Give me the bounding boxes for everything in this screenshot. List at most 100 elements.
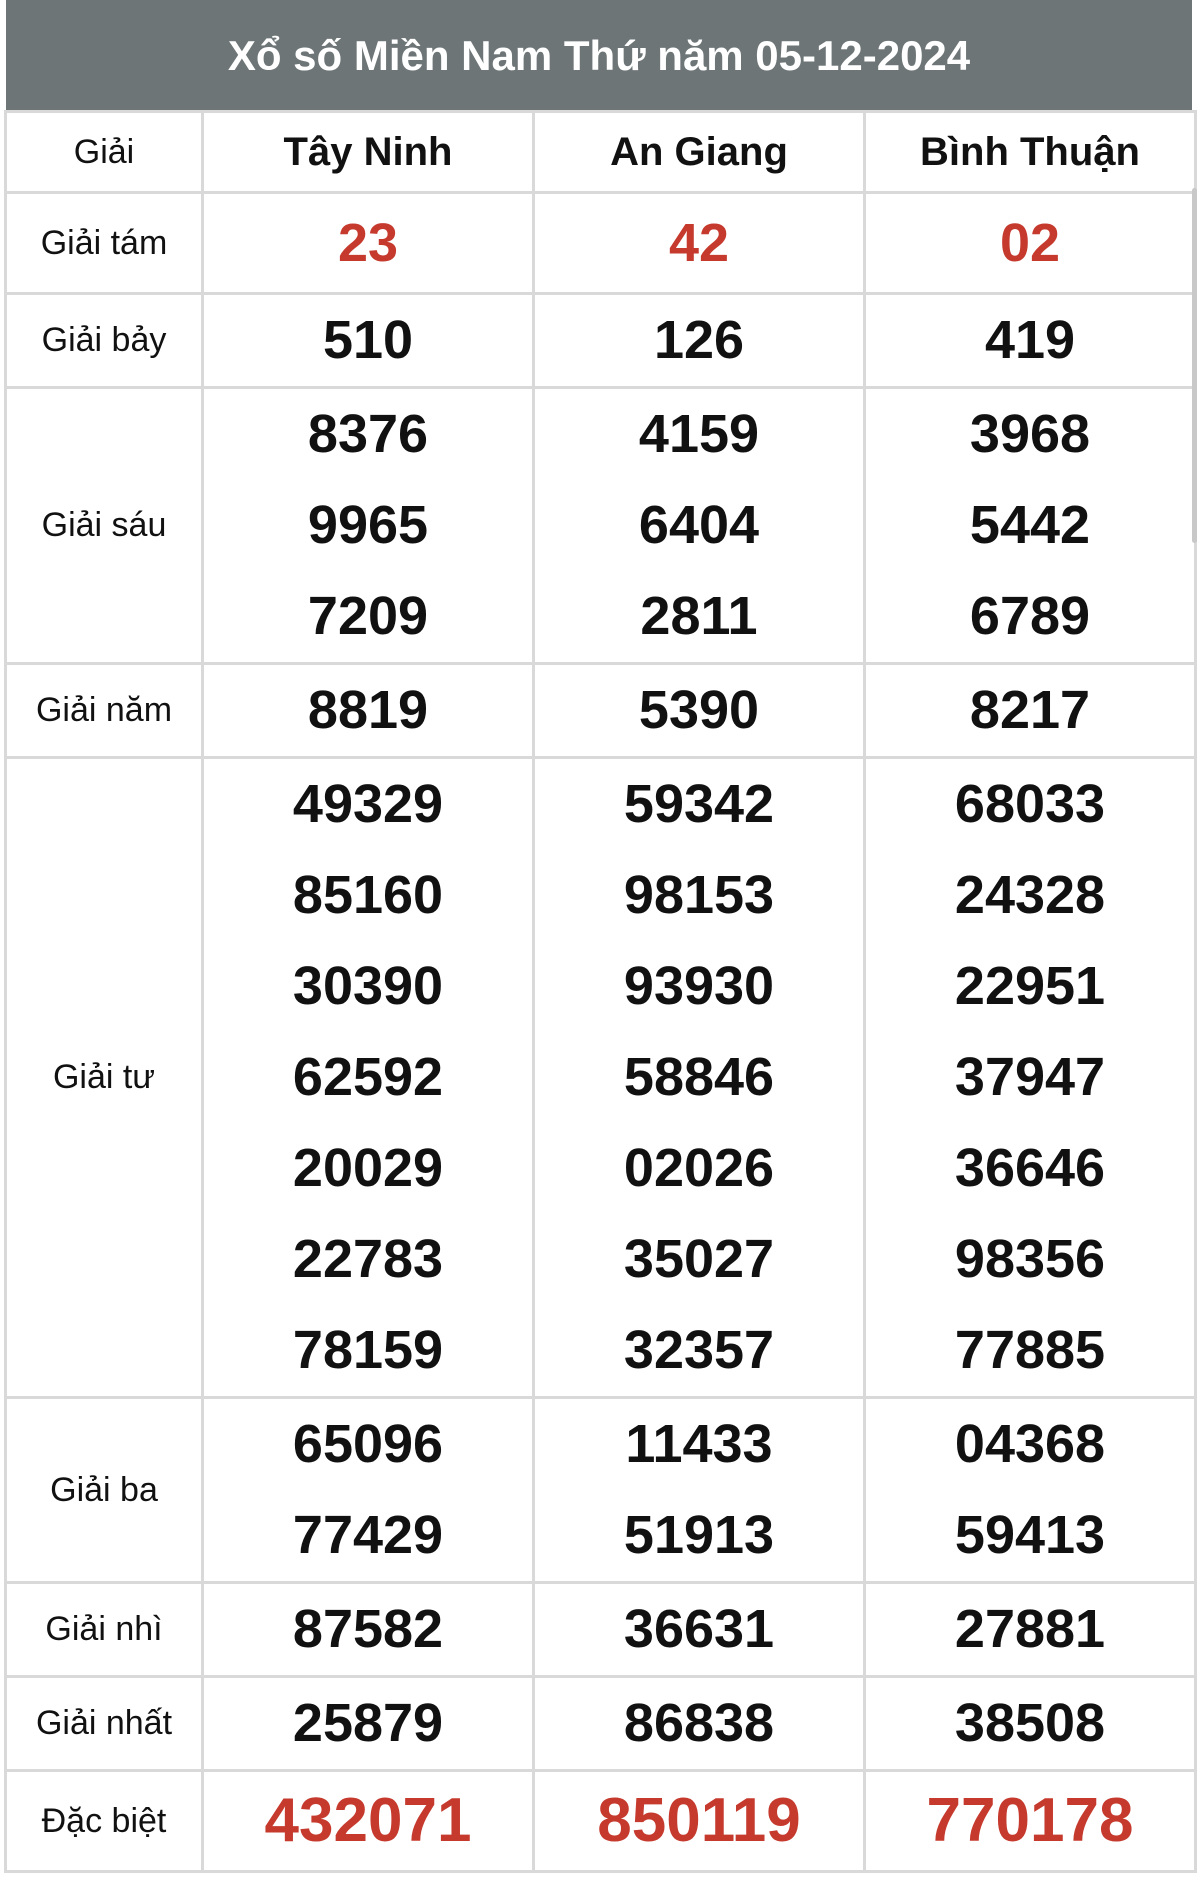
result-number: 419 [984,310,1076,370]
result-number: 37947 [954,1047,1106,1107]
result-cell: 850119 [532,1769,866,1873]
result-number: 51913 [623,1505,775,1565]
result-number: 20029 [292,1138,444,1198]
prize-row: Đặc biệt 432071 850119 770178 [4,1769,1197,1873]
prize-row: Giải nhất 25879 86838 38508 [4,1675,1197,1772]
result-cell: 8376 9965 7209 [201,386,535,665]
results-table: Giải Tây Ninh An Giang Bình Thuận Giải t… [4,110,1197,1873]
result-number: 85160 [292,865,444,925]
result-cell: 59342 98153 93930 58846 02026 35027 32357 [532,756,866,1399]
result-number: 23 [337,213,399,273]
result-number: 62592 [292,1047,444,1107]
result-cell: 27881 [863,1581,1197,1678]
column-header-province: Bình Thuận [863,110,1197,194]
result-number: 30390 [292,956,444,1016]
result-cell: 126 [532,292,866,389]
result-number: 6789 [969,586,1091,646]
result-number: 42 [668,213,730,273]
result-cell: 5390 [532,662,866,759]
result-number: 04368 [954,1414,1106,1474]
prize-label: Giải nhất [4,1675,204,1772]
prize-label: Đặc biệt [4,1769,204,1873]
result-cell: 432071 [201,1769,535,1873]
column-header-prize: Giải [4,110,204,194]
result-cell: 49329 85160 30390 62592 20029 22783 78159 [201,756,535,1399]
prize-label: Giải sáu [4,386,204,665]
result-number: 5390 [638,680,760,740]
result-number: 86838 [623,1693,775,1753]
result-number: 27881 [954,1599,1106,1659]
result-number: 25879 [292,1693,444,1753]
result-cell: 87582 [201,1581,535,1678]
result-number: 49329 [292,774,444,834]
result-cell: 11433 51913 [532,1396,866,1584]
result-number: 68033 [954,774,1106,834]
result-number: 32357 [623,1320,775,1380]
result-number: 77429 [292,1505,444,1565]
result-number: 11433 [625,1414,773,1474]
result-number: 4159 [638,404,760,464]
result-number: 6404 [638,495,760,555]
result-cell: 770178 [863,1769,1197,1873]
result-number: 78159 [292,1320,444,1380]
prize-row: Giải sáu 8376 9965 7209 4159 6404 2811 3968 5442… [4,386,1197,665]
result-number: 77885 [954,1320,1106,1380]
result-number: 770178 [926,1786,1134,1855]
result-number: 9965 [307,495,429,555]
result-number: 59413 [954,1505,1106,1565]
result-number: 2811 [640,586,758,646]
column-header-province: An Giang [532,110,866,194]
result-number: 58846 [623,1047,775,1107]
prize-row: Giải bảy 510 126 419 [4,292,1197,389]
result-cell: 510 [201,292,535,389]
result-number: 65096 [292,1414,444,1474]
column-header-province: Tây Ninh [201,110,535,194]
result-number: 510 [322,310,414,370]
result-number: 38508 [954,1693,1106,1753]
result-cell: 36631 [532,1581,866,1678]
result-cell: 3968 5442 6789 [863,386,1197,665]
result-number: 98153 [623,865,775,925]
result-cell: 25879 [201,1675,535,1772]
result-number: 93930 [623,956,775,1016]
result-cell: 4159 6404 2811 [532,386,866,665]
scrollbar[interactable] [1192,188,1197,543]
result-cell: 42 [532,191,866,295]
result-number: 8819 [307,680,429,740]
result-cell: 419 [863,292,1197,389]
result-number: 8217 [969,680,1091,740]
prize-label: Giải bảy [4,292,204,389]
prize-row: Giải tư 49329 85160 30390 62592 20029 22783 781… [4,756,1197,1399]
result-number: 02026 [623,1138,775,1198]
result-cell: 86838 [532,1675,866,1772]
result-cell: 65096 77429 [201,1396,535,1584]
result-cell: 04368 59413 [863,1396,1197,1584]
result-number: 36646 [954,1138,1106,1198]
result-number: 432071 [264,1786,472,1855]
prize-label: Giải ba [4,1396,204,1584]
result-number: 02 [999,213,1061,273]
prize-row: Giải nhì 87582 36631 27881 [4,1581,1197,1678]
prize-label: Giải năm [4,662,204,759]
result-number: 35027 [623,1229,775,1289]
prize-row: Giải tám 23 42 02 [4,191,1197,295]
result-number: 22951 [954,956,1106,1016]
result-number: 850119 [597,1786,801,1855]
result-number: 59342 [623,774,775,834]
result-number: 24328 [954,865,1106,925]
prize-label: Giải nhì [4,1581,204,1678]
header-row: Giải Tây Ninh An Giang Bình Thuận [4,110,1197,194]
result-number: 36631 [623,1599,775,1659]
prize-row: Giải năm 8819 5390 8217 [4,662,1197,759]
result-cell: 68033 24328 22951 37947 36646 98356 77885 [863,756,1197,1399]
result-cell: 23 [201,191,535,295]
result-number: 98356 [954,1229,1106,1289]
result-cell: 38508 [863,1675,1197,1772]
result-cell: 8217 [863,662,1197,759]
result-number: 87582 [292,1599,444,1659]
result-number: 22783 [292,1229,444,1289]
prize-label: Giải tám [4,191,204,295]
result-cell: 02 [863,191,1197,295]
result-cell: 8819 [201,662,535,759]
result-number: 5442 [969,495,1091,555]
